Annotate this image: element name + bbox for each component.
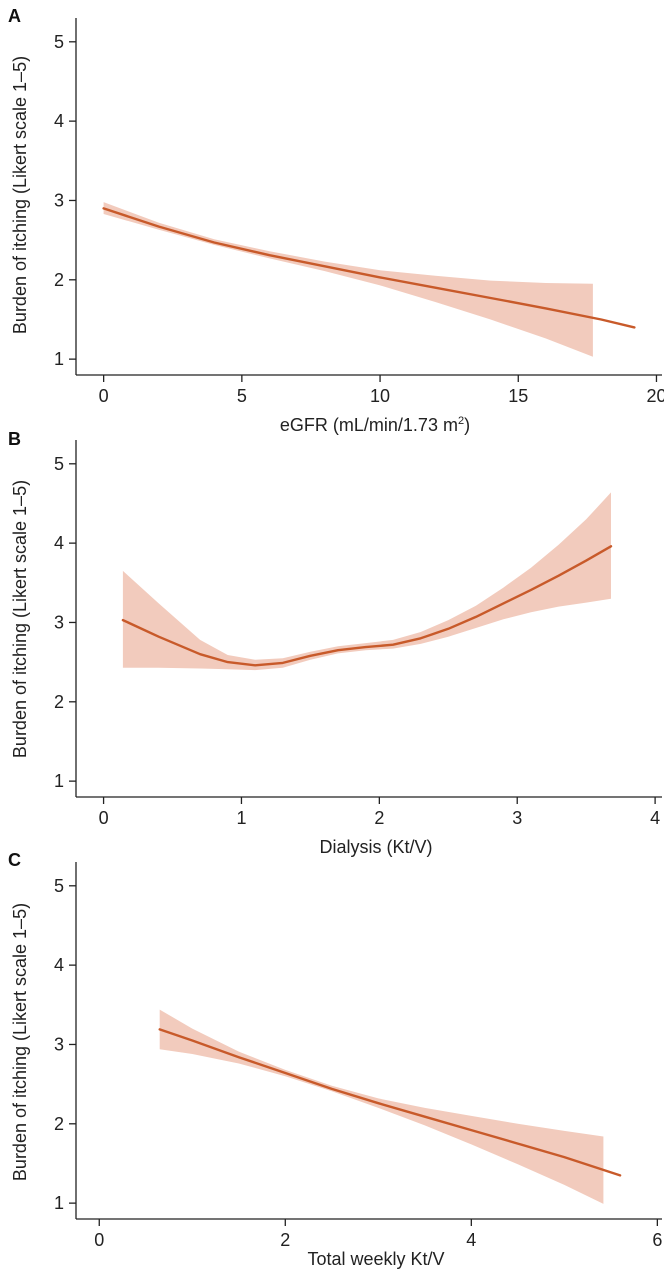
panel-a-y-tick-label-4: 4 (54, 111, 64, 131)
panel-a-x-tick-label-5: 5 (237, 386, 247, 406)
panel-a-y-tick-label-3: 3 (54, 190, 64, 210)
panel-c-fit-line-0 (158, 1028, 622, 1177)
panel-b-x-tick-label-0: 0 (99, 808, 109, 828)
panel-b-fit-line-0 (121, 545, 613, 667)
panel-c-y-tick-label-2: 2 (54, 1114, 64, 1134)
panel-a-x-tick-label-20: 20 (646, 386, 664, 406)
panel-b-x-tick-label-3: 3 (512, 808, 522, 828)
panel-a-fit-line-0 (102, 207, 636, 329)
panel-a-x-axis-title-end: ) (464, 415, 470, 435)
panel-c: C Burden of itching (Likert scale 1–5) 1… (8, 850, 662, 1269)
panel-b-x-tick-label-1: 1 (236, 808, 246, 828)
panel-a-letter: A (8, 6, 21, 26)
panel-b: B Burden of itching (Likert scale 1–5) 1… (8, 429, 662, 857)
panel-c-y-tick-label-1: 1 (54, 1193, 64, 1213)
panel-b-ci-band-layer (122, 492, 612, 671)
panel-b-axes: 1 2 3 4 5 0 1 2 3 4 (54, 440, 662, 828)
panel-c-fit-line-layer (158, 1028, 622, 1177)
panel-c-ci-band-layer (159, 1009, 604, 1204)
panel-b-fit-line-layer (121, 545, 613, 667)
panel-a-ci-band (103, 202, 593, 357)
panel-b-y-tick-label-1: 1 (54, 771, 64, 791)
panel-b-y-tick-label-3: 3 (54, 612, 64, 632)
panel-c-y-tick-label-5: 5 (54, 876, 64, 896)
panel-c-x-tick-label-6: 6 (652, 1230, 662, 1250)
panel-b-x-tick-label-4: 4 (650, 808, 660, 828)
panel-a-x-tick-label-10: 10 (370, 386, 390, 406)
panel-a-y-axis-title: Burden of itching (Likert scale 1–5) (10, 56, 30, 334)
panel-b-letter: B (8, 429, 21, 449)
panel-c-letter: C (8, 850, 21, 870)
panel-a: A Burden of itching (Likert scale 1–5) 1… (8, 6, 664, 435)
panel-c-x-tick-label-0: 0 (94, 1230, 104, 1250)
panel-b-ci-band (122, 492, 612, 671)
panel-a-x-axis-title-main: eGFR (mL/min/1.73 m (280, 415, 458, 435)
panel-a-y-tick-label-2: 2 (54, 270, 64, 290)
panel-b-y-tick-label-5: 5 (54, 454, 64, 474)
panel-c-ci-band (159, 1009, 604, 1204)
panel-c-y-tick-label-4: 4 (54, 955, 64, 975)
panel-c-x-axis-title: Total weekly Kt/V (307, 1249, 444, 1269)
panel-a-x-axis-title: eGFR (mL/min/1.73 m2) (280, 415, 470, 435)
panel-a-ci-band-layer (103, 202, 593, 357)
panel-a-y-tick-label-5: 5 (54, 32, 64, 52)
panel-a-fit-line-layer (102, 207, 636, 329)
panel-a-x-axis-title-superscript: 2 (458, 415, 464, 427)
panel-b-y-tick-label-4: 4 (54, 533, 64, 553)
panel-c-x-tick-label-4: 4 (466, 1230, 476, 1250)
panel-c-axes: 1 2 3 4 5 0 2 4 6 (54, 862, 662, 1250)
panel-c-y-axis-title: Burden of itching (Likert scale 1–5) (10, 903, 30, 1181)
panel-b-y-axis-title: Burden of itching (Likert scale 1–5) (10, 480, 30, 758)
panel-b-x-tick-label-2: 2 (374, 808, 384, 828)
panel-a-x-tick-label-0: 0 (99, 386, 109, 406)
panel-a-axes: 1 2 3 4 5 0 5 10 15 20 (54, 18, 664, 406)
panel-a-y-tick-label-1: 1 (54, 349, 64, 369)
panel-b-x-axis-title: Dialysis (Kt/V) (319, 837, 432, 857)
panel-c-y-tick-label-3: 3 (54, 1034, 64, 1054)
panel-b-y-tick-label-2: 2 (54, 692, 64, 712)
panel-a-x-tick-label-15: 15 (508, 386, 528, 406)
panel-c-x-tick-label-2: 2 (280, 1230, 290, 1250)
